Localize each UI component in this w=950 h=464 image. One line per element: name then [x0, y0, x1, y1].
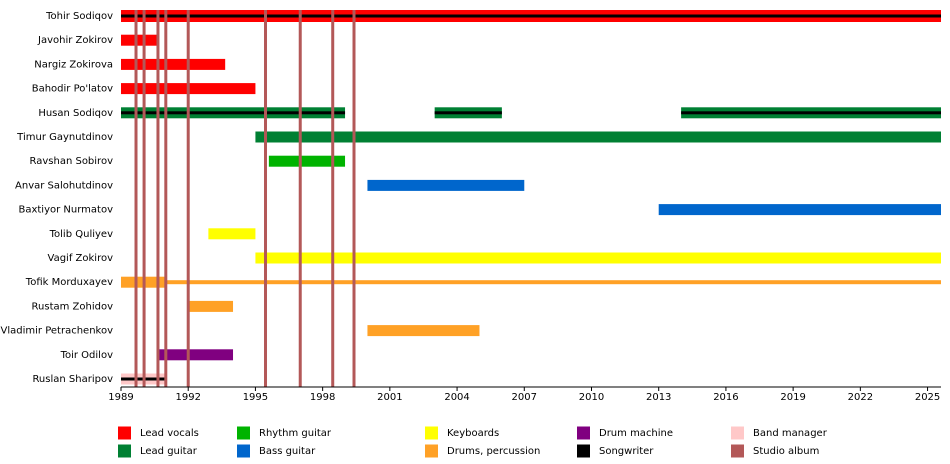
x-tick-label: 2025	[915, 392, 940, 403]
member-bar	[165, 280, 942, 285]
member-bar	[188, 300, 234, 312]
legend-swatch	[731, 444, 744, 458]
member-bar	[121, 34, 158, 46]
member-label: Baxtiyor Nurmatov	[18, 205, 113, 216]
legend-swatch	[237, 426, 250, 440]
member-bar	[658, 204, 941, 216]
legend-swatch	[577, 426, 590, 440]
legend-swatch	[731, 426, 744, 440]
x-tick-label: 1995	[243, 392, 268, 403]
member-label: Tolib Quliyev	[49, 229, 113, 240]
legend-label: Drum machine	[599, 428, 673, 439]
member-label: Tofik Morduxayev	[25, 277, 113, 288]
member-bar	[367, 179, 525, 191]
member-bar	[255, 252, 942, 264]
legend-swatch	[577, 444, 590, 458]
legend-label: Keyboards	[447, 428, 499, 439]
role-stripe	[121, 14, 941, 18]
role-stripe	[434, 111, 502, 115]
x-tick-label: 2010	[579, 392, 604, 403]
x-tick-label: 2019	[780, 392, 805, 403]
member-bar	[255, 131, 942, 143]
member-bar	[268, 155, 346, 167]
member-label: Ravshan Sobirov	[30, 156, 114, 167]
legend-label: Drums, percussion	[447, 446, 540, 457]
x-tick-label: 2007	[512, 392, 537, 403]
member-label: Timur Gaynutdinov	[16, 132, 113, 143]
x-tick-label: 2004	[444, 392, 469, 403]
member-bar	[208, 228, 256, 240]
member-bar	[156, 349, 234, 361]
x-tick-label: 1989	[108, 392, 133, 403]
member-label: Bahodir Po'latov	[32, 84, 113, 95]
legend-label: Band manager	[753, 428, 828, 439]
legend-swatch	[118, 444, 131, 458]
x-tick-label: 1998	[310, 392, 335, 403]
legend-label: Lead vocals	[140, 428, 199, 439]
x-tick-label: 1992	[175, 392, 200, 403]
legend-swatch	[425, 444, 438, 458]
member-label: Javohir Zokirov	[37, 35, 113, 46]
legend-label: Studio album	[753, 446, 819, 457]
x-tick-label: 2013	[646, 392, 671, 403]
legend-swatch	[237, 444, 250, 458]
member-label: Nargiz Zokirova	[34, 59, 113, 70]
x-tick-label: 2022	[848, 392, 873, 403]
legend-label: Rhythm guitar	[259, 428, 332, 439]
member-label: Toir Odilov	[60, 350, 113, 361]
role-stripe	[121, 111, 346, 115]
x-tick-label: 2001	[377, 392, 402, 403]
member-bar	[367, 325, 480, 337]
legend-swatch	[425, 426, 438, 440]
legend-label: Songwriter	[599, 446, 654, 457]
member-label: Husan Sodiqov	[38, 108, 113, 119]
x-tick-label: 2016	[713, 392, 738, 403]
member-label: Anvar Salohutdinov	[15, 180, 113, 191]
member-bar	[121, 58, 226, 70]
member-label: Tohir Sodiqov	[45, 11, 113, 22]
member-label: Vladimir Petrachenkov	[1, 326, 114, 337]
role-stripe	[681, 111, 941, 115]
member-label: Vagif Zokirov	[48, 253, 114, 264]
member-label: Rustam Zohidov	[32, 301, 114, 312]
legend-label: Lead guitar	[140, 446, 198, 457]
member-label: Ruslan Sharipov	[32, 374, 113, 385]
legend-label: Bass guitar	[259, 446, 316, 457]
legend-swatch	[118, 426, 131, 440]
